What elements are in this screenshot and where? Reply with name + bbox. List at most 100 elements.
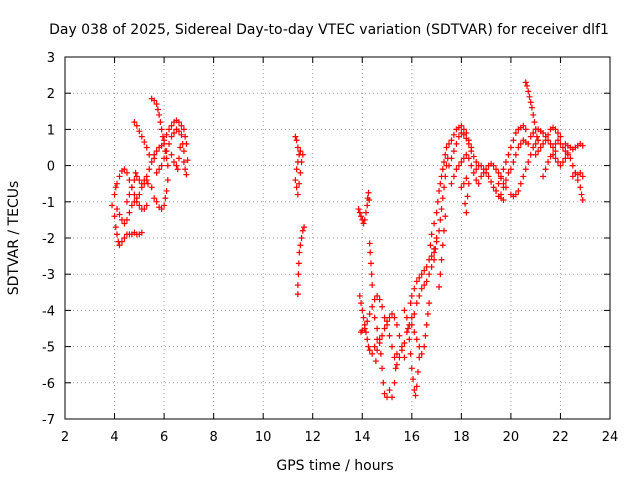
data-point [112, 224, 119, 231]
data-points [109, 79, 586, 401]
data-point [473, 158, 480, 165]
data-point [112, 184, 119, 191]
data-point [433, 209, 440, 216]
data-point [292, 177, 299, 184]
data-point [450, 148, 457, 155]
data-point [183, 171, 190, 178]
data-point [455, 162, 462, 169]
data-point [485, 173, 492, 180]
data-point [507, 166, 514, 173]
data-point [579, 142, 586, 149]
data-point [379, 365, 386, 372]
data-point [367, 249, 374, 256]
data-point [427, 242, 434, 249]
data-point [426, 300, 433, 307]
data-point [365, 189, 372, 196]
data-point [579, 173, 586, 180]
data-point [502, 158, 509, 165]
data-point [535, 137, 542, 144]
data-point [557, 162, 564, 169]
data-point [530, 130, 537, 137]
data-point [380, 379, 387, 386]
data-point [166, 140, 173, 147]
data-point [415, 368, 422, 375]
data-point [168, 151, 175, 158]
data-point [151, 97, 158, 104]
data-point [408, 321, 415, 328]
data-point [437, 180, 444, 187]
data-point [164, 177, 171, 184]
data-point [294, 144, 301, 151]
data-point [180, 158, 187, 165]
data-point [391, 379, 398, 386]
data-point [502, 177, 509, 184]
y-axis-label: SDTVAR / TECUs [6, 181, 22, 296]
data-point [498, 191, 504, 198]
data-point [398, 347, 405, 354]
data-point [408, 292, 415, 299]
data-point [436, 283, 443, 290]
data-point [512, 191, 519, 198]
data-point [450, 131, 457, 138]
data-point [180, 126, 187, 133]
x-tick-label: 20 [503, 430, 520, 445]
data-point [532, 151, 539, 158]
data-point [136, 202, 143, 209]
data-point [488, 178, 495, 185]
data-point [299, 151, 306, 158]
data-point [413, 336, 420, 343]
data-point [532, 140, 539, 147]
data-point [156, 166, 163, 173]
data-point [463, 135, 470, 142]
data-point [128, 202, 135, 209]
data-point [507, 144, 514, 151]
y-tick-label: 0 [47, 160, 55, 175]
data-point [448, 137, 455, 144]
chart-title: Day 038 of 2025, Sidereal Day-to-day VTE… [49, 22, 609, 38]
data-point [413, 300, 420, 307]
data-point [143, 144, 150, 151]
data-point [369, 350, 376, 357]
x-tick-label: 16 [404, 430, 421, 445]
data-point [293, 166, 300, 173]
data-point [391, 314, 398, 321]
data-point [132, 169, 139, 176]
y-tick-label: -3 [42, 268, 55, 283]
data-point [577, 184, 584, 191]
data-point [438, 256, 445, 263]
data-point [141, 139, 148, 146]
data-point [495, 169, 502, 176]
data-point [418, 350, 425, 357]
data-point [114, 206, 121, 213]
data-point [465, 180, 472, 187]
data-point [531, 119, 538, 126]
data-point [527, 99, 534, 106]
data-point [517, 180, 524, 187]
data-point [552, 148, 559, 155]
data-point [517, 140, 524, 147]
data-point [441, 227, 448, 234]
data-point [443, 144, 450, 151]
data-point [295, 271, 302, 278]
data-point [411, 329, 418, 336]
data-point [360, 314, 367, 321]
data-point [161, 155, 168, 162]
x-tick-labels: 2 4 6 8 10 12 14 16 18 20 22 24 [61, 430, 618, 445]
data-point [153, 169, 160, 176]
data-point [148, 184, 155, 191]
data-point [131, 198, 138, 205]
data-point [552, 155, 559, 162]
data-point [470, 169, 477, 176]
data-point [524, 82, 531, 89]
data-point [464, 193, 471, 200]
data-point [360, 220, 367, 227]
data-point [184, 157, 191, 164]
data-point [412, 392, 419, 399]
data-point [379, 303, 386, 310]
data-point [542, 137, 549, 144]
data-point [564, 151, 571, 158]
data-point [159, 133, 166, 140]
data-point [116, 242, 123, 249]
data-point [500, 184, 507, 191]
